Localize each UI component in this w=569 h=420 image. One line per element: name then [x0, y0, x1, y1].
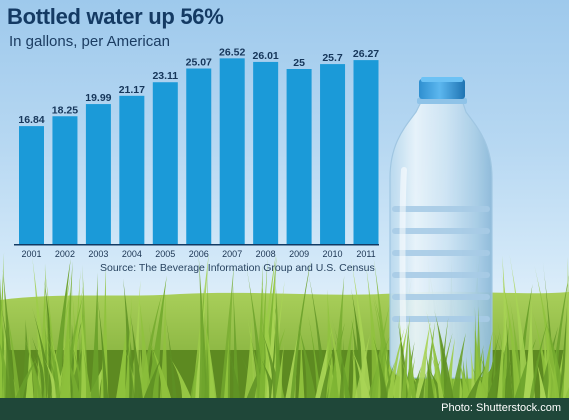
footer-bar: Photo: Shutterstock.com [0, 398, 569, 420]
bottle-cap [419, 79, 465, 99]
data-label: 25.07 [186, 57, 212, 69]
data-label: 21.17 [119, 84, 145, 96]
data-label: 26.52 [219, 46, 245, 58]
x-tick-label: 2011 [356, 249, 375, 259]
source-note: Source: The Beverage Information Group a… [100, 262, 375, 274]
bar-2011 [353, 60, 379, 244]
bar-2010 [320, 64, 346, 244]
bar-2002 [52, 116, 78, 244]
bar-2007 [219, 58, 245, 244]
bottle-cap-top [421, 77, 463, 82]
x-tick-label: 2009 [289, 249, 309, 259]
chart-title: Bottled water up 56% [7, 4, 224, 29]
data-label: 23.11 [152, 70, 178, 82]
bar-2005 [152, 82, 178, 244]
x-tick-label: 2003 [88, 249, 108, 259]
water-bottle [389, 77, 493, 379]
photo-credit: Photo: Shutterstock.com [441, 402, 561, 414]
data-label: 19.99 [85, 92, 111, 104]
data-label: 16.84 [18, 114, 44, 126]
x-tick-label: 2010 [323, 249, 343, 259]
x-tick-label: 2006 [189, 249, 209, 259]
x-tick-label: 2005 [155, 249, 175, 259]
x-tick-label: 2007 [222, 249, 242, 259]
x-axis-line [14, 244, 379, 246]
bar-2004 [119, 95, 145, 244]
chart-subtitle: In gallons, per American [9, 33, 170, 50]
bottle-ridge [392, 294, 490, 300]
bottle-highlight [399, 167, 407, 363]
data-label: 25.7 [322, 52, 343, 64]
bar-2008 [253, 61, 279, 245]
data-label: 26.27 [353, 48, 379, 60]
x-tick-label: 2002 [55, 249, 75, 259]
bottle-ridge [392, 250, 490, 256]
bar-2009 [286, 69, 312, 244]
bottle-ridge [392, 316, 490, 322]
bottle-ridge [392, 206, 490, 212]
bottle-neck-ring [417, 98, 467, 104]
x-tick-label: 2001 [21, 249, 41, 259]
bar-2003 [85, 104, 111, 244]
grass-blades-front [373, 306, 514, 400]
bottle-ridge [392, 272, 490, 278]
bar-2001 [19, 126, 44, 244]
bar-2006 [186, 68, 212, 244]
data-label: 26.01 [253, 50, 279, 62]
grass-blades [0, 251, 569, 400]
data-label: 18.25 [52, 104, 78, 116]
x-tick-label: 2004 [122, 249, 142, 259]
bottle-ridge [392, 228, 490, 234]
x-tick-label: 2008 [256, 249, 276, 259]
data-label: 25 [293, 57, 305, 69]
